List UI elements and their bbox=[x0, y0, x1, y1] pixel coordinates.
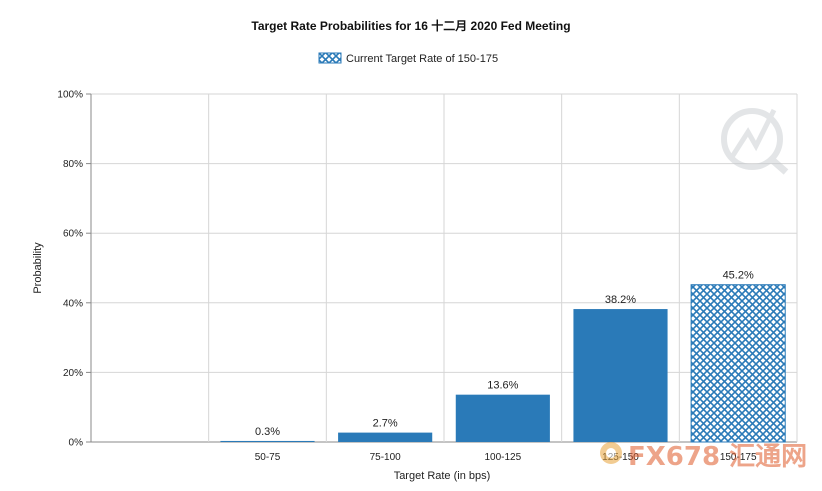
bar bbox=[338, 432, 433, 442]
legend-swatch bbox=[318, 52, 342, 64]
legend: Current Target Rate of 150-175 bbox=[318, 52, 498, 65]
x-tick-label: 100-125 bbox=[484, 452, 521, 463]
data-label: 45.2% bbox=[723, 270, 754, 282]
data-label: 38.2% bbox=[605, 294, 636, 306]
y-tick-label: 80% bbox=[63, 159, 83, 170]
bar-current-target bbox=[690, 284, 786, 443]
y-tick-label: 20% bbox=[63, 368, 83, 379]
y-tick-label: 0% bbox=[69, 438, 84, 449]
bars bbox=[220, 284, 786, 443]
legend-entry: Current Target Rate of 150-175 bbox=[346, 53, 498, 65]
y-tick-label: 40% bbox=[63, 298, 83, 309]
bar bbox=[220, 440, 315, 442]
y-tick-label: 60% bbox=[63, 229, 83, 240]
watermark-text: FX678 汇通网 bbox=[628, 442, 807, 472]
data-label: 13.6% bbox=[487, 380, 518, 392]
bar bbox=[573, 309, 668, 442]
watermark-logo bbox=[721, 108, 789, 175]
x-tick-label: 50-75 bbox=[255, 452, 281, 463]
x-axis-label: Target Rate (in bps) bbox=[394, 470, 491, 482]
x-tick-label: 75-100 bbox=[370, 452, 402, 463]
labels: 0% 20% 40% 60% 80% 100% 0.3% 50-75 2.7% 75-100 13.… bbox=[57, 90, 757, 464]
watermark-brand: FX678 汇通网 bbox=[600, 442, 807, 472]
data-label: 0.3% bbox=[255, 426, 280, 438]
grid bbox=[86, 93, 798, 443]
chart-title: Target Rate Probabilities for 16 十二月 202… bbox=[251, 18, 570, 33]
y-axis-label: Probability bbox=[32, 242, 44, 294]
data-label: 2.7% bbox=[373, 418, 398, 430]
x-tick-label: 150-175 bbox=[720, 452, 757, 463]
y-tick-label: 100% bbox=[57, 90, 83, 101]
bar bbox=[455, 394, 550, 442]
